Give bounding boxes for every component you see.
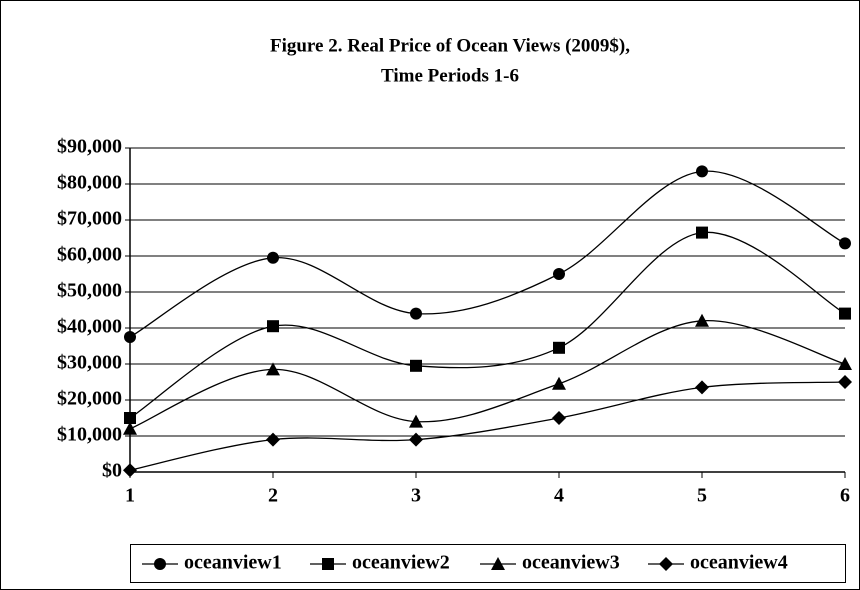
series-line — [129, 381, 846, 471]
marker — [409, 432, 423, 447]
marker — [267, 320, 279, 333]
marker — [322, 558, 334, 570]
marker — [123, 463, 137, 478]
marker — [409, 414, 423, 428]
y-tick-label: $20,000 — [57, 388, 122, 410]
x-tick-label: 3 — [411, 485, 421, 507]
marker — [696, 165, 708, 178]
x-tick-label: 4 — [554, 485, 564, 507]
marker — [552, 376, 566, 390]
legend-label: oceanview2 — [352, 552, 450, 574]
marker — [553, 341, 565, 354]
x-tick-label: 6 — [840, 485, 850, 507]
marker — [266, 432, 280, 447]
x-tick-label: 2 — [268, 485, 278, 507]
marker — [154, 558, 166, 570]
marker — [123, 421, 137, 435]
x-tick-label: 1 — [125, 485, 135, 507]
marker — [410, 359, 422, 372]
marker — [124, 412, 136, 424]
series-line — [129, 231, 846, 419]
marker — [839, 307, 851, 320]
marker — [491, 557, 505, 570]
marker — [839, 237, 851, 250]
marker — [124, 331, 136, 343]
legend-label: oceanview3 — [522, 552, 620, 574]
legend-label: oceanview4 — [690, 552, 788, 574]
marker — [838, 357, 852, 370]
y-tick-label: $60,000 — [57, 244, 122, 266]
marker — [696, 226, 708, 239]
legend-label: oceanview1 — [184, 552, 282, 574]
y-tick-label: $0 — [102, 460, 122, 482]
marker — [659, 557, 673, 571]
chart-title: Figure 2. Real Price of Ocean Views (200… — [270, 35, 630, 56]
marker — [267, 251, 279, 264]
x-tick-label: 5 — [697, 485, 707, 507]
marker — [553, 268, 565, 280]
y-tick-label: $90,000 — [57, 136, 122, 158]
y-tick-label: $80,000 — [57, 172, 122, 194]
y-tick-label: $70,000 — [57, 208, 122, 230]
chart-subtitle: Time Periods 1-6 — [381, 65, 519, 86]
y-tick-label: $30,000 — [57, 352, 122, 374]
series-line — [129, 170, 846, 338]
marker — [838, 375, 852, 389]
series-line — [129, 320, 846, 430]
y-tick-label: $50,000 — [57, 280, 122, 302]
marker — [410, 307, 422, 320]
marker — [695, 380, 709, 395]
y-tick-label: $40,000 — [57, 316, 122, 338]
marker — [552, 411, 566, 425]
y-tick-label: $10,000 — [57, 424, 122, 446]
marker — [695, 313, 709, 327]
marker — [266, 362, 280, 376]
